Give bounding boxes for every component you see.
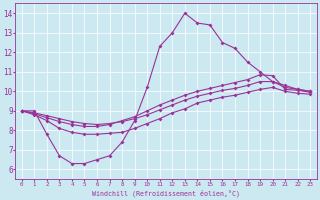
X-axis label: Windchill (Refroidissement éolien,°C): Windchill (Refroidissement éolien,°C) [92,189,240,197]
